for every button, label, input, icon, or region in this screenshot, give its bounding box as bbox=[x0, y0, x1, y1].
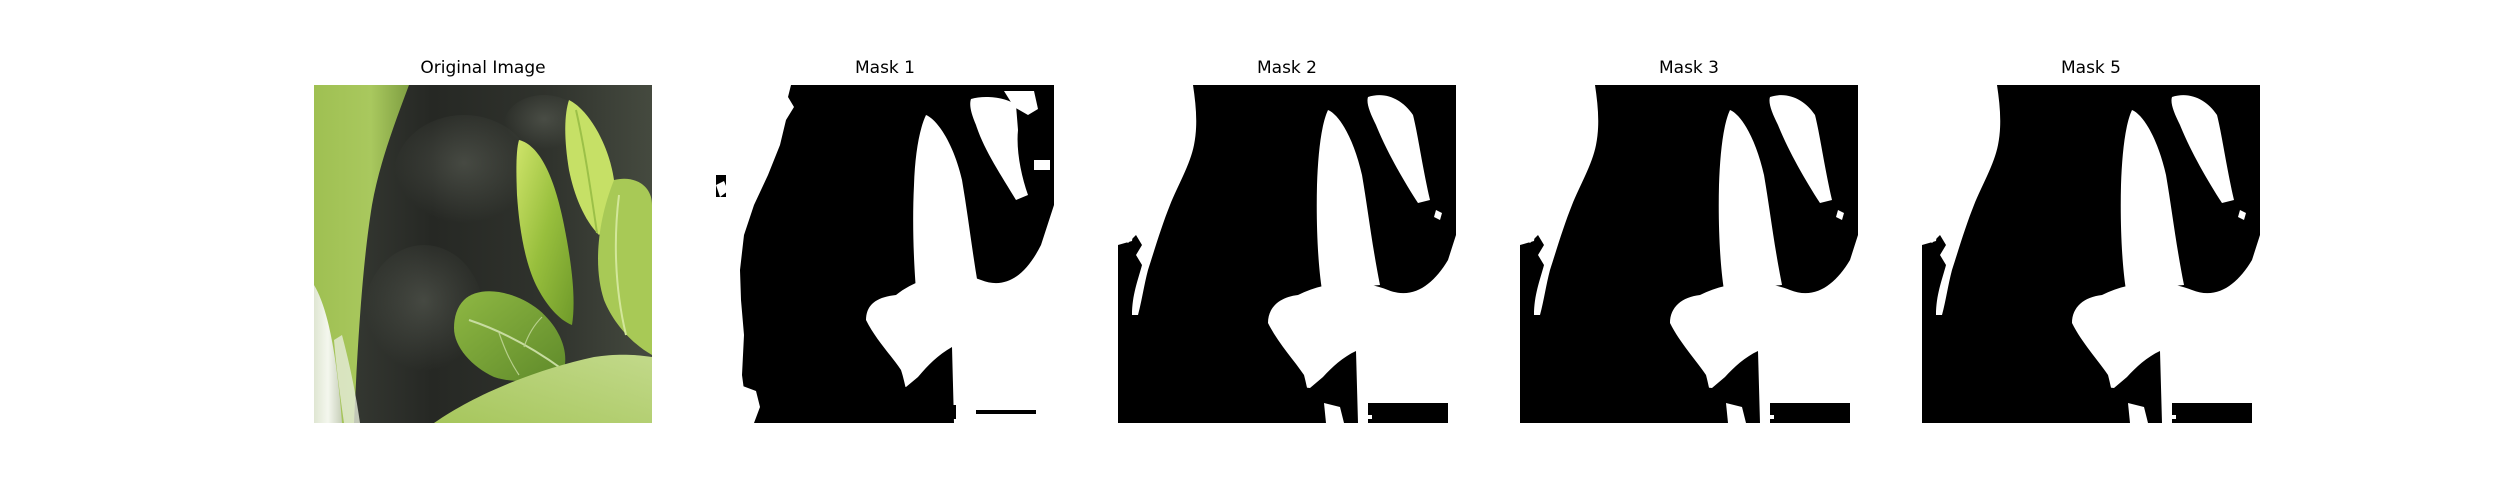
original-image bbox=[314, 85, 652, 423]
mask-1-image bbox=[716, 85, 1054, 423]
panel-title: Mask 2 bbox=[1118, 58, 1456, 78]
mask-2-image bbox=[1118, 85, 1456, 423]
mask-3-image bbox=[1520, 85, 1858, 423]
mask-5-image bbox=[1922, 85, 2260, 423]
panel-title: Original Image bbox=[314, 58, 652, 78]
panel-title: Mask 1 bbox=[716, 58, 1054, 78]
panel-title: Mask 5 bbox=[1922, 58, 2260, 78]
panel-title: Mask 3 bbox=[1520, 58, 1858, 78]
